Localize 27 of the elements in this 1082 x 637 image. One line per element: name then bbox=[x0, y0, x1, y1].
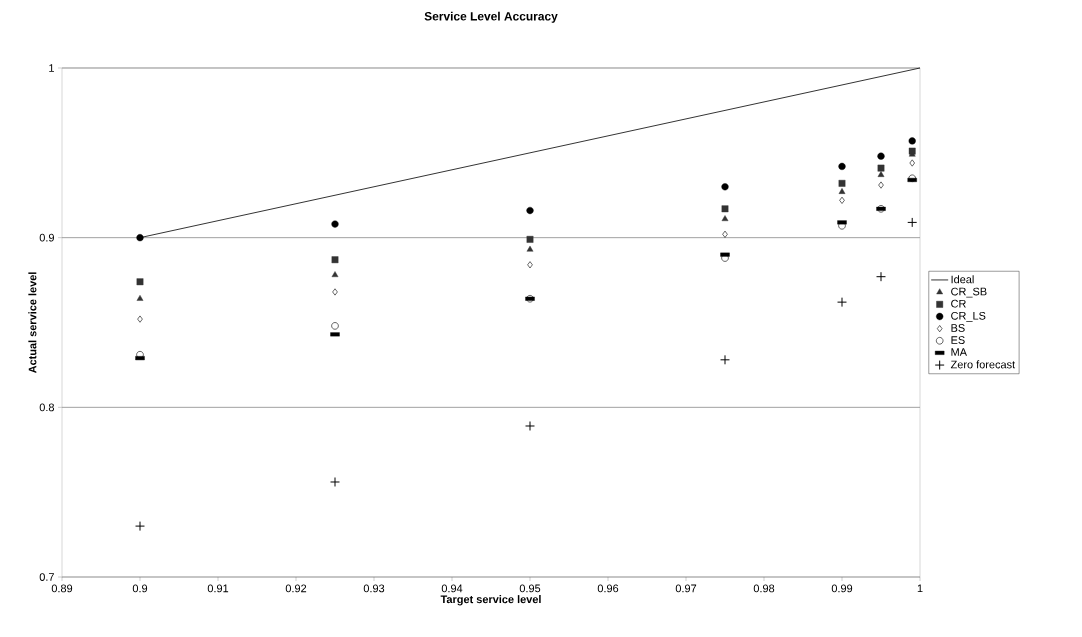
legend-label: Ideal bbox=[951, 275, 974, 284]
x-tick-label: 0.9 bbox=[132, 584, 148, 593]
legend-label: CR_SB bbox=[951, 287, 987, 298]
chart-title: Service Level Accuracy bbox=[424, 11, 558, 23]
legend-label: CR bbox=[951, 299, 966, 308]
x-tick-label: 0.99 bbox=[831, 584, 853, 593]
x-tick-label: 0.98 bbox=[753, 584, 775, 593]
x-tick-label: 0.92 bbox=[285, 584, 307, 593]
x-tick-label: 0.94 bbox=[441, 584, 463, 593]
legend-label: MA bbox=[951, 348, 967, 356]
y-axis-title: Actual service level bbox=[28, 272, 37, 374]
x-tick-label: 0.96 bbox=[597, 584, 619, 593]
y-tick-label: 0.9 bbox=[39, 233, 54, 242]
x-axis-title: Target service level bbox=[440, 595, 541, 606]
x-tick-label: 0.91 bbox=[207, 584, 229, 593]
y-tick-label: 1 bbox=[49, 64, 54, 72]
y-tick-label: 0.8 bbox=[39, 403, 55, 412]
legend-label: Zero forecast bbox=[950, 360, 1016, 369]
legend-label: BS bbox=[951, 324, 965, 332]
x-tick-label: 0.89 bbox=[51, 584, 73, 593]
legend-label: CR_LS bbox=[951, 311, 986, 322]
x-tick-label: 0.97 bbox=[675, 584, 697, 593]
legend-label: ES bbox=[951, 336, 965, 344]
x-tick-label: 1 bbox=[917, 584, 923, 593]
x-tick-label: 0.93 bbox=[363, 584, 385, 593]
y-tick-label: 0.7 bbox=[39, 573, 54, 581]
x-tick-label: 0.95 bbox=[519, 584, 541, 593]
